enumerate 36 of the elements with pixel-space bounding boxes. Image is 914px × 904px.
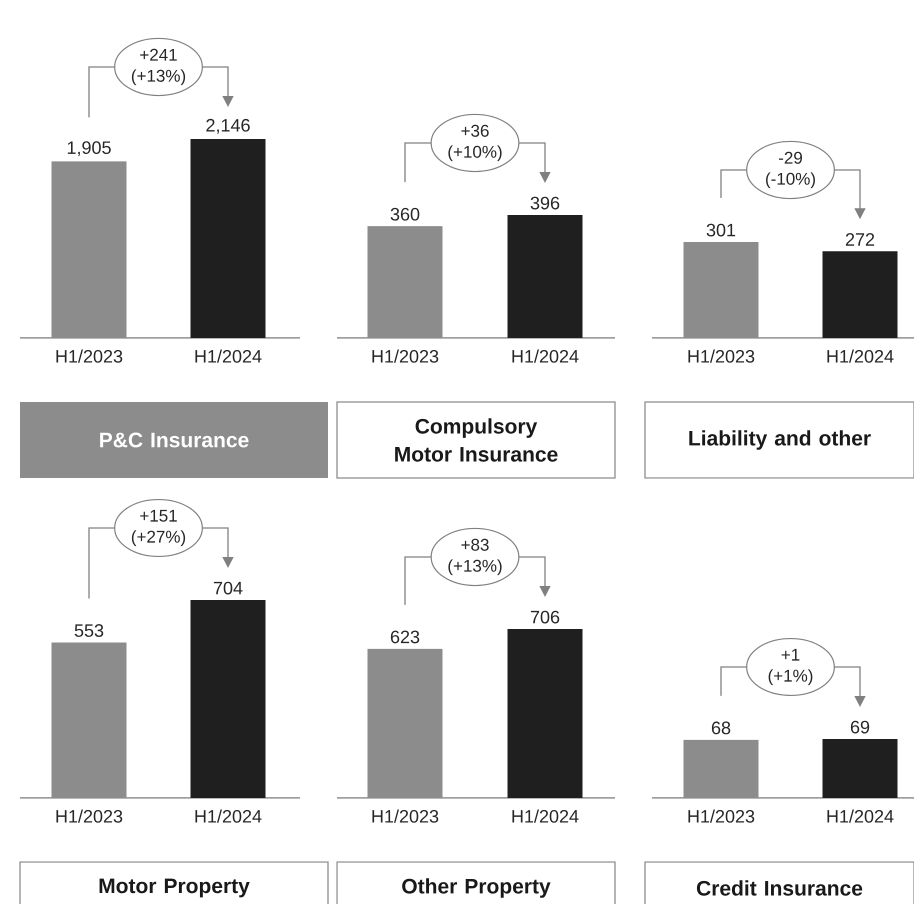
data-label: 272 [846, 233, 874, 246]
text: +36 (+10%) [448, 124, 502, 162]
x-tick-label: H1/2024 [195, 810, 262, 823]
text: Liability and other [689, 430, 871, 450]
data-label: 360 [390, 208, 420, 221]
x-tick-label: H1/2023 [688, 810, 754, 823]
data-label: 396 [530, 196, 560, 210]
text: Other Property [402, 878, 551, 898]
x-tick-label: H1/2023 [56, 810, 122, 823]
x-tick-label: H1/2024 [827, 810, 894, 823]
x-tick-label: H1/2023 [56, 350, 122, 363]
data-label: 69 [850, 720, 870, 734]
x-tick-label: H1/2023 [372, 810, 438, 823]
text: +1 (+1%) [768, 648, 812, 686]
data-label: 553 [74, 624, 104, 637]
text: Compulsory Motor Insurance [395, 418, 558, 462]
data-label: 704 [214, 582, 242, 594]
x-tick-label: H1/2023 [688, 350, 754, 363]
text: Credit Insurance [696, 880, 862, 896]
text: P&C Insurance [100, 432, 249, 448]
data-label: 68 [712, 722, 730, 734]
x-tick-label: H1/2024 [195, 350, 262, 363]
x-tick-label: H1/2024 [512, 350, 578, 363]
text: +83 (+13%) [448, 538, 502, 576]
x-tick-label: H1/2023 [372, 350, 438, 363]
text: -29 (-10%) [766, 152, 815, 188]
x-tick-label: H1/2024 [512, 810, 578, 823]
data-label: 2,146 [206, 118, 250, 134]
data-label: 1,905 [68, 141, 111, 156]
text: +151 (+27%) [132, 510, 186, 546]
data-label: 301 [706, 224, 736, 236]
data-label: 623 [390, 630, 420, 644]
data-label: 706 [530, 610, 560, 624]
text: +241 (+13%) [132, 48, 186, 86]
text: Motor Property [100, 878, 250, 898]
x-tick-label: H1/2024 [827, 350, 894, 363]
